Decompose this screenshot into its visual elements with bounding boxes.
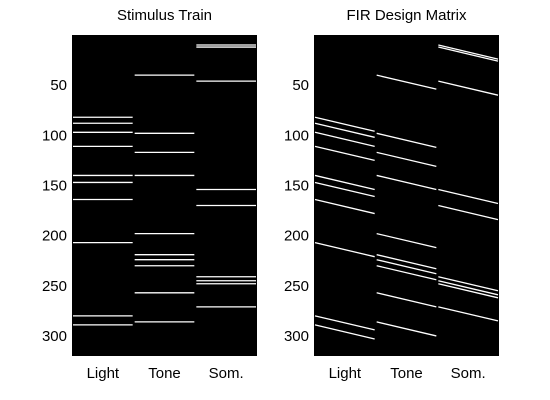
x-tick-label: Som. <box>209 365 244 382</box>
plot-area <box>314 35 499 356</box>
x-tick-label: Tone <box>148 365 181 382</box>
y-tick-label: 200 <box>42 228 67 245</box>
y-tick-label: 50 <box>292 77 309 94</box>
x-tick-label: Light <box>329 365 362 382</box>
y-tick-label: 150 <box>42 177 67 194</box>
x-tick-label: Som. <box>451 365 486 382</box>
fir-design-matrix-panel: FIR Design Matrix 50 100 150 200 250 300 Light T… <box>284 7 499 382</box>
y-tick-label: 250 <box>42 278 67 295</box>
y-tick-label: 250 <box>284 278 309 295</box>
y-tick-label: 300 <box>284 328 309 345</box>
y-tick-label: 150 <box>284 177 309 194</box>
plot-area <box>72 35 257 356</box>
y-tick-label: 200 <box>284 228 309 245</box>
x-tick-label: Tone <box>390 365 423 382</box>
y-tick-label: 100 <box>284 127 309 144</box>
y-tick-label: 50 <box>50 77 67 94</box>
x-tick-label: Light <box>87 365 120 382</box>
y-tick-label: 100 <box>42 127 67 144</box>
stimulus-train-panel: Stimulus Train 50 100 150 200 250 300 Light Tone… <box>42 7 257 382</box>
chart-title: Stimulus Train <box>117 7 212 24</box>
chart-title: FIR Design Matrix <box>346 7 467 24</box>
y-tick-label: 300 <box>42 328 67 345</box>
